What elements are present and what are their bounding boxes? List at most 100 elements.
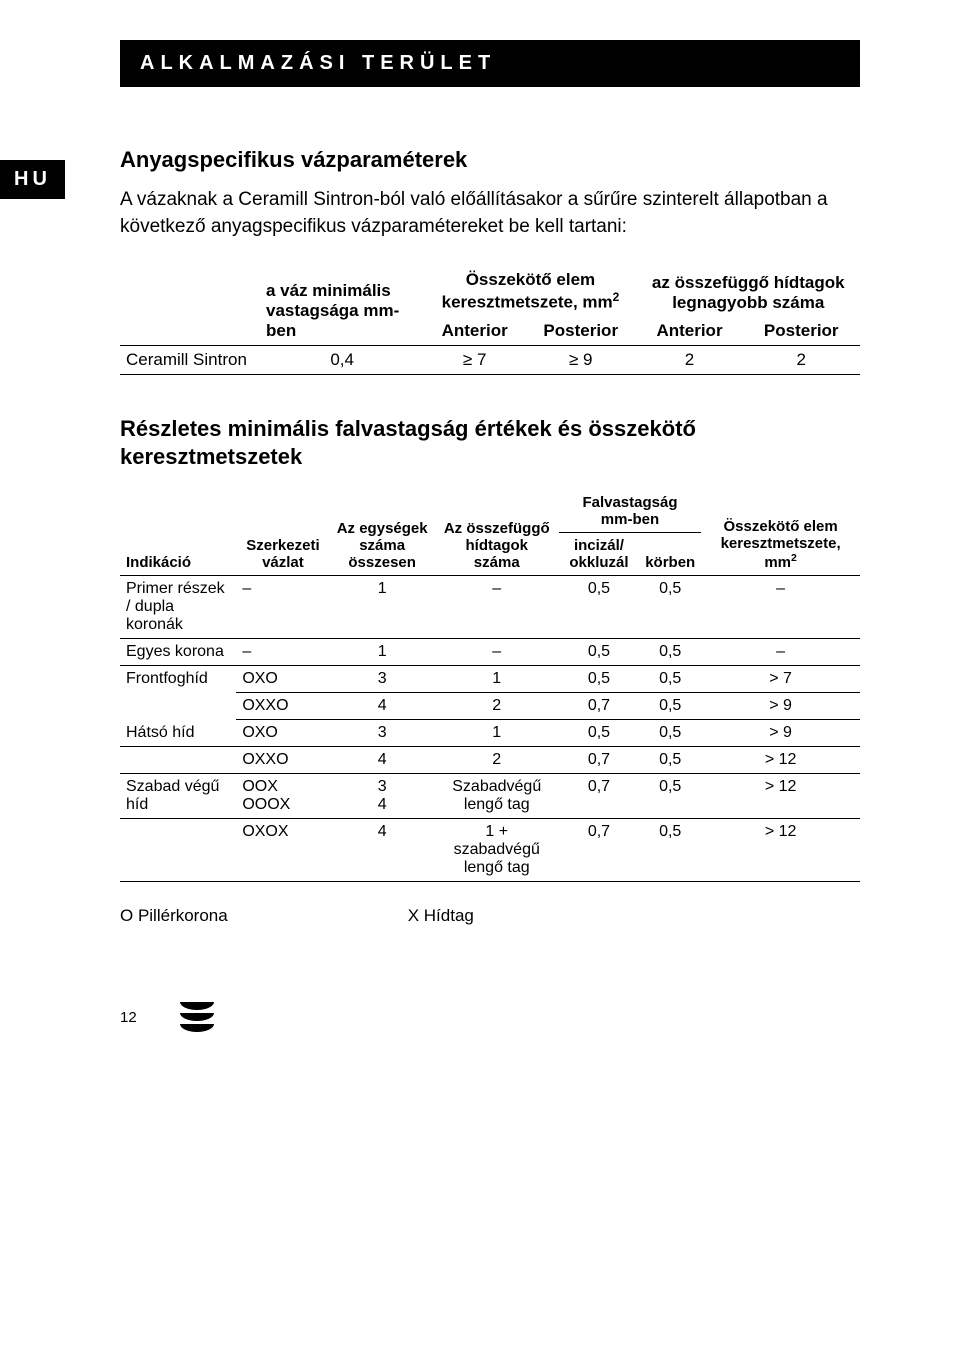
table-row: Egyes korona–1–0,50,5– (120, 639, 860, 666)
cell-circ: 0,5 (639, 639, 701, 666)
cell-units: 34 (330, 774, 435, 819)
col-units-total: Az egységek száma összesen (330, 490, 435, 576)
logo-icon (180, 999, 214, 1032)
cell-conn: > 12 (701, 747, 860, 774)
cell-units: 1 (330, 576, 435, 639)
cell-conn: – (701, 639, 860, 666)
col-posterior-1: Posterior (525, 317, 637, 346)
cell-inc: 0,7 (559, 693, 640, 720)
cell-conn: > 12 (701, 819, 860, 882)
cell-units: 3 (330, 666, 435, 693)
cell-thickness: 0,4 (260, 345, 424, 374)
cell-framework: OXO (236, 666, 329, 693)
cell-circ: 0,5 (639, 774, 701, 819)
table-material-params: a váz minimális vastagsága mm-ben Összek… (120, 266, 860, 375)
cell-pontics: 1 + szabadvégű lengő tag (435, 819, 559, 882)
col-connector: Összekötő elem keresztmetszete, mm2 (424, 266, 636, 317)
cell-framework: OXO (236, 720, 329, 747)
cell-pontics: 1 (435, 666, 559, 693)
table-row: OXOX41 + szabadvégű lengő tag0,70,5> 12 (120, 819, 860, 882)
cell-units: 4 (330, 747, 435, 774)
col-anterior-1: Anterior (424, 317, 525, 346)
cell-units: 1 (330, 639, 435, 666)
section-title-1: Anyagspecifikus vázparaméterek (120, 147, 860, 173)
col-min-thickness: a váz minimális vastagsága mm-ben (260, 266, 424, 345)
col-wall-inc: incizál/ okkluzál (559, 533, 640, 576)
cell-indication: Szabad végű híd (120, 774, 236, 819)
section-intro: A vázaknak a Ceramill Sintron-ból való e… (120, 187, 860, 240)
cell-indication: Primer részek / dupla koronák (120, 576, 236, 639)
cell-inc: 0,7 (559, 819, 640, 882)
cell-inc: 0,7 (559, 774, 640, 819)
col-framework: Szerkezeti vázlat (236, 490, 329, 576)
header-bar: ALKALMAZÁSI TERÜLET (120, 40, 860, 87)
cell-circ: 0,5 (639, 666, 701, 693)
legend: O Pillérkorona X Hídtag (120, 906, 860, 926)
cell-circ: 0,5 (639, 747, 701, 774)
cell-framework: – (236, 639, 329, 666)
col-connector-2: Összekötő elem keresztmetszete, mm2 (701, 490, 860, 576)
cell-units: 4 (330, 693, 435, 720)
col-anterior-2: Anterior (637, 317, 743, 346)
cell-indication: Hátsó híd (120, 720, 236, 747)
legend-x: X Hídtag (408, 906, 474, 926)
col-indication: Indikáció (120, 490, 236, 576)
table-detailed-params: Indikáció Szerkezeti vázlat Az egységek … (120, 490, 860, 882)
cell-conn-ant: ≥ 7 (424, 345, 525, 374)
cell-framework: OXOX (236, 819, 329, 882)
table-row: Hátsó hídOXO310,50,5> 9 (120, 720, 860, 747)
table-row: OXXO420,70,5> 12 (120, 747, 860, 774)
language-tab: HU (0, 160, 65, 199)
cell-conn: – (701, 576, 860, 639)
cell-framework: OXXO (236, 747, 329, 774)
col-posterior-2: Posterior (742, 317, 860, 346)
cell-inc: 0,7 (559, 747, 640, 774)
cell-indication: Egyes korona (120, 639, 236, 666)
legend-o: O Pillérkorona (120, 906, 228, 926)
cell-conn: > 9 (701, 720, 860, 747)
cell-circ: 0,5 (639, 576, 701, 639)
cell-framework: – (236, 576, 329, 639)
col-pontics: az összefüggő hídtagok legnagyobb száma (637, 266, 860, 317)
cell-indication (120, 819, 236, 882)
cell-indication: Frontfoghíd (120, 666, 236, 720)
col-connector-text: Összekötő elem keresztmetszete, mm (442, 270, 613, 312)
cell-material: Ceramill Sintron (120, 345, 260, 374)
cell-pont-post: 2 (742, 345, 860, 374)
cell-units: 4 (330, 819, 435, 882)
col-connector-sup: 2 (613, 290, 620, 304)
cell-inc: 0,5 (559, 639, 640, 666)
cell-units: 3 (330, 720, 435, 747)
col-wall-circ: körben (639, 533, 701, 576)
cell-conn: > 9 (701, 693, 860, 720)
cell-circ: 0,5 (639, 819, 701, 882)
cell-indication (120, 747, 236, 774)
cell-circ: 0,5 (639, 720, 701, 747)
cell-pontics: 2 (435, 747, 559, 774)
cell-pontics: – (435, 576, 559, 639)
page-number: 12 (120, 1009, 137, 1026)
cell-conn-post: ≥ 9 (525, 345, 637, 374)
cell-conn: > 12 (701, 774, 860, 819)
cell-inc: 0,5 (559, 666, 640, 693)
col-connector-2-sup: 2 (791, 552, 797, 564)
col-pontics-total: Az összefüggő hídtagok száma (435, 490, 559, 576)
cell-pontics: 1 (435, 720, 559, 747)
col-wall-span: Falvastagság mm-ben (559, 490, 702, 533)
cell-circ: 0,5 (639, 693, 701, 720)
table-row: FrontfoghídOXO310,50,5> 7 (120, 666, 860, 693)
cell-pont-ant: 2 (637, 345, 743, 374)
cell-inc: 0,5 (559, 576, 640, 639)
cell-pontics: 2 (435, 693, 559, 720)
table-row: Primer részek / dupla koronák–1–0,50,5– (120, 576, 860, 639)
cell-pontics: Szabadvégű lengő tag (435, 774, 559, 819)
cell-conn: > 7 (701, 666, 860, 693)
table-row: Szabad végű hídOOXOOOX34Szabadvégű lengő… (120, 774, 860, 819)
col-connector-2-text: Összekötő elem keresztmetszete, mm (721, 518, 841, 571)
cell-framework: OXXO (236, 693, 329, 720)
cell-framework: OOXOOOX (236, 774, 329, 819)
section-title-2: Részletes minimális falvastagság értékek… (120, 415, 860, 472)
table-row: Ceramill Sintron 0,4 ≥ 7 ≥ 9 2 2 (120, 345, 860, 374)
cell-pontics: – (435, 639, 559, 666)
cell-inc: 0,5 (559, 720, 640, 747)
